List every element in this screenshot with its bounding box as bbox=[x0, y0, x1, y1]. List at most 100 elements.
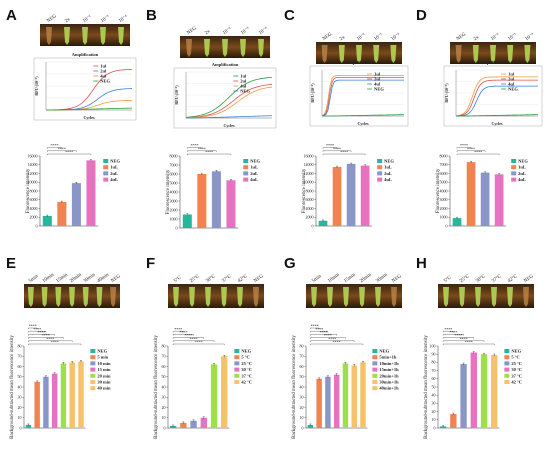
bar-10min bbox=[325, 376, 331, 428]
bar-y-tick-label: 4000 bbox=[30, 206, 38, 211]
bar-y-tick-label: 6000 bbox=[306, 197, 314, 202]
tube bbox=[491, 287, 497, 307]
amp-frame bbox=[309, 65, 409, 127]
tube-label: 2x bbox=[204, 29, 211, 36]
sig-label: **** bbox=[33, 327, 41, 332]
bar-y-label: Fluorescence intensity bbox=[302, 168, 307, 213]
amp-legend-label: 4ul bbox=[508, 82, 515, 87]
tube-photo bbox=[168, 284, 264, 308]
bar-y-tick-label: 10000 bbox=[28, 180, 38, 185]
tube-label: 25°C bbox=[459, 274, 471, 284]
tube bbox=[118, 27, 124, 45]
bar-5-°C bbox=[180, 422, 187, 428]
tube-label: 2x bbox=[339, 35, 346, 42]
amp-legend-label: 4ul bbox=[100, 74, 107, 79]
tube bbox=[321, 45, 328, 63]
amp-title: Amplification bbox=[72, 52, 99, 57]
tube-label: 10⁻² bbox=[490, 32, 501, 42]
bar-y-label: Fluorescence intensity bbox=[26, 168, 31, 213]
sig-label: **** bbox=[46, 336, 54, 341]
panels-root: A NEG 2x 10⁻² 10⁻³ 10⁻⁴ Amplification RFU (10⁻³… bbox=[6, 7, 543, 439]
legend-label: 15 min bbox=[97, 367, 111, 372]
tube-label: 30°C bbox=[205, 274, 217, 284]
bar-y-tick-label: 20 bbox=[18, 405, 22, 410]
legend-swatch bbox=[511, 171, 517, 176]
legend-label: NEG bbox=[511, 349, 521, 354]
bar-y-tick-label: 8000 bbox=[170, 153, 178, 158]
legend-label: 25 °C bbox=[241, 361, 252, 366]
panel-C: C NEG 2x 10⁻² 10⁻³ 10⁻⁴ Amplification RFU (10⁻³… bbox=[284, 7, 409, 228]
legend-label: 20 min bbox=[97, 373, 111, 378]
bar-y-tick-label: 60 bbox=[162, 364, 166, 369]
bar-10-min bbox=[43, 376, 49, 428]
bar-y-tick-label: 70 bbox=[300, 354, 304, 359]
tube-label: 40min bbox=[97, 272, 111, 284]
sig-label: **** bbox=[333, 340, 341, 345]
tube-label: 2x bbox=[473, 35, 480, 42]
legend-swatch bbox=[377, 159, 383, 163]
sig-label: **** bbox=[326, 143, 334, 148]
tube bbox=[524, 45, 531, 63]
bar-y-tick-label: 20 bbox=[300, 405, 304, 410]
sig-label: **** bbox=[467, 146, 475, 151]
tube-photo bbox=[306, 284, 402, 308]
legend-swatch bbox=[234, 367, 240, 372]
legend-label: 5 °C bbox=[511, 355, 519, 360]
legend-label: 2uL bbox=[110, 171, 118, 176]
legend-swatch bbox=[504, 361, 510, 366]
bar-y-tick-label: 0 bbox=[20, 425, 22, 430]
tube-label: NEG bbox=[456, 32, 468, 42]
amp-curve-NEG bbox=[186, 115, 273, 119]
bar-25-°C bbox=[460, 364, 467, 428]
bar-y-tick-label: 12000 bbox=[28, 171, 38, 176]
legend-swatch bbox=[234, 355, 240, 360]
bar-y-tick-label: 10 bbox=[432, 417, 436, 422]
bar-25-°C bbox=[190, 420, 197, 428]
panel-letter: E bbox=[6, 255, 16, 272]
amp-legend-label: 2ul bbox=[374, 77, 381, 82]
tube bbox=[46, 27, 52, 45]
bar-NEG bbox=[182, 214, 192, 228]
legend-swatch bbox=[504, 349, 510, 353]
amp-title: Amplification bbox=[480, 60, 507, 65]
tube-label: 10min bbox=[327, 272, 341, 284]
bar-y-tick-label: 40 bbox=[162, 384, 166, 389]
legend-label: 4uL bbox=[384, 177, 392, 182]
bar-2uL bbox=[480, 172, 490, 226]
legend-label: 5min+1h bbox=[379, 355, 397, 360]
amp-legend-label: 4ul bbox=[240, 84, 247, 89]
amp-legend-label: NEG bbox=[374, 87, 384, 92]
tube bbox=[205, 287, 211, 307]
bar-y-tick-label: 6000 bbox=[30, 197, 38, 202]
bar-y-tick-label: 50 bbox=[432, 384, 436, 389]
tube bbox=[443, 287, 449, 307]
tube bbox=[173, 287, 179, 307]
legend-label: 10min+1h bbox=[379, 361, 399, 366]
tube-label: 10min bbox=[42, 272, 56, 284]
bar-20min bbox=[342, 363, 349, 428]
legend-swatch bbox=[90, 373, 96, 378]
bar-NEG bbox=[307, 424, 314, 428]
legend-label: 40 min bbox=[97, 386, 111, 391]
legend-label: 40min+1h bbox=[379, 386, 399, 391]
amp-title: Amplification bbox=[212, 62, 239, 67]
panel-letter: D bbox=[416, 7, 427, 24]
tube-label: 5°C bbox=[173, 275, 183, 284]
sig-label: **** bbox=[460, 143, 468, 148]
bar-y-tick-label: 0 bbox=[176, 225, 178, 230]
bar-y-tick-label: 4000 bbox=[170, 189, 178, 194]
amp-title: Amplification bbox=[346, 60, 373, 65]
bar-2uL bbox=[71, 183, 81, 226]
bar-y-tick-label: 4000 bbox=[306, 206, 314, 211]
bar-y-tick-label: 6000 bbox=[440, 171, 448, 176]
tube bbox=[253, 287, 259, 307]
bar-20-min bbox=[60, 363, 67, 428]
amp-legend-label: 1ul bbox=[374, 72, 381, 77]
legend-label: NEG bbox=[518, 159, 528, 164]
bar-y-tick-label: 10 bbox=[162, 415, 166, 420]
sig-label: **** bbox=[333, 146, 341, 151]
amp-x-label: Cycles bbox=[223, 123, 235, 128]
bar-y-tick-label: 50 bbox=[300, 374, 304, 379]
legend-swatch bbox=[90, 349, 96, 353]
bar-y-tick-label: 6000 bbox=[170, 171, 178, 176]
